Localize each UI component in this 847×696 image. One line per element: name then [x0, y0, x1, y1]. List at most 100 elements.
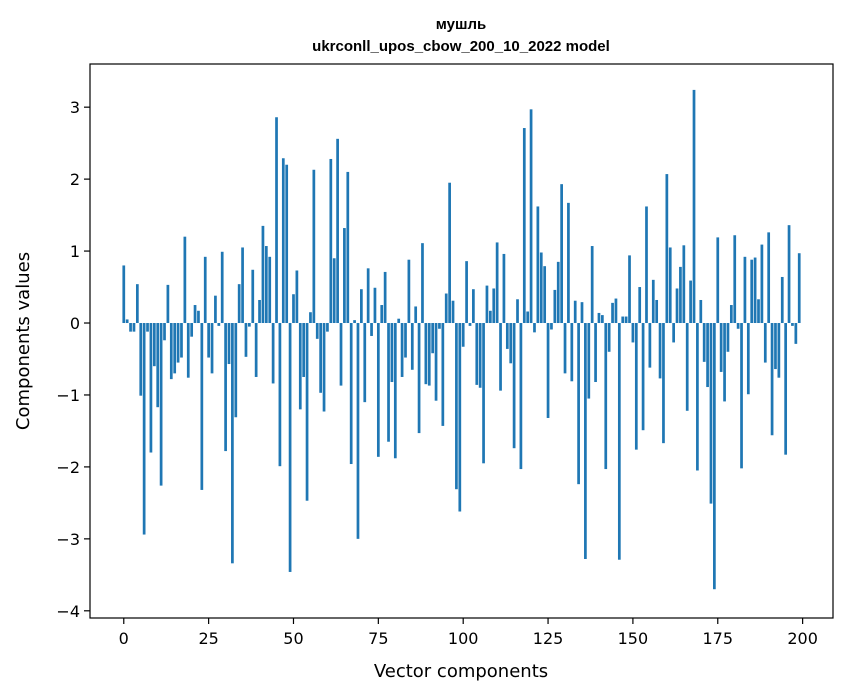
- bar: [472, 289, 475, 324]
- plot-frame: [89, 63, 834, 619]
- bar: [387, 323, 390, 442]
- bar: [135, 284, 139, 324]
- x-tick-label: 25: [198, 629, 218, 648]
- bar: [444, 293, 448, 324]
- bar: [336, 138, 339, 324]
- bar: [404, 323, 407, 358]
- bar: [546, 323, 550, 418]
- bar: [343, 228, 346, 324]
- bar: [438, 323, 441, 329]
- bar: [458, 323, 462, 512]
- bar: [567, 202, 570, 324]
- x-tick-label: 50: [283, 629, 303, 648]
- bar: [753, 257, 757, 324]
- bar: [363, 323, 367, 403]
- bar: [550, 323, 553, 330]
- bar: [522, 128, 526, 324]
- bar: [685, 323, 689, 411]
- bar: [234, 323, 238, 418]
- bar: [275, 117, 278, 324]
- bar: [709, 323, 713, 504]
- x-tick-label: 100: [448, 629, 479, 648]
- bar: [519, 323, 523, 470]
- bar: [713, 323, 716, 590]
- bar: [641, 323, 645, 431]
- bar: [302, 323, 306, 377]
- bar: [763, 323, 767, 363]
- bar: [492, 288, 496, 324]
- bar: [614, 298, 618, 324]
- bar: [746, 323, 750, 395]
- bar: [169, 323, 173, 380]
- bar: [271, 323, 275, 384]
- bar: [431, 323, 435, 354]
- bar: [594, 323, 597, 383]
- x-tick-label: 175: [702, 629, 733, 648]
- bar: [624, 316, 628, 324]
- bar: [692, 89, 696, 324]
- bar: [526, 311, 530, 324]
- bar: [611, 302, 614, 324]
- bar: [468, 323, 472, 326]
- bar: [495, 242, 499, 324]
- bar: [580, 302, 584, 324]
- bar: [305, 323, 309, 501]
- y-tick-label: 1: [70, 242, 80, 261]
- y-tick-label: −2: [56, 458, 80, 477]
- bar: [183, 236, 187, 324]
- bar: [248, 323, 251, 327]
- bar: [648, 323, 652, 368]
- bar: [723, 323, 726, 402]
- bar: [529, 109, 533, 324]
- y-tick-label: 3: [70, 98, 80, 117]
- bar: [152, 323, 156, 367]
- bar: [665, 174, 669, 324]
- bar: [679, 266, 682, 324]
- bar: [488, 310, 492, 324]
- bar: [668, 247, 672, 324]
- bar: [784, 323, 788, 455]
- bar: [312, 169, 316, 324]
- y-tick-label: −3: [56, 530, 80, 549]
- y-tick-label: −4: [56, 602, 80, 621]
- bar: [410, 323, 414, 370]
- bar: [774, 323, 777, 370]
- bar-series: [122, 89, 801, 590]
- bar: [322, 323, 326, 412]
- bar: [604, 323, 608, 470]
- bar: [166, 284, 170, 324]
- bar: [760, 244, 764, 324]
- bar: [485, 285, 489, 324]
- y-axis-ticks: 3 2 1 0 −1 −2 −3 −4: [56, 98, 90, 621]
- bar: [268, 256, 272, 324]
- bar: [309, 312, 312, 324]
- bar: [634, 323, 638, 450]
- bar: [159, 323, 163, 486]
- bar: [536, 206, 540, 324]
- bar: [658, 323, 662, 379]
- bar: [186, 323, 190, 378]
- bar: [258, 299, 261, 324]
- bar: [132, 323, 136, 332]
- bar: [451, 300, 455, 324]
- bar: [516, 299, 519, 324]
- bar: [702, 323, 706, 362]
- bar: [543, 266, 547, 324]
- bar: [373, 287, 377, 324]
- bar: [251, 269, 255, 324]
- bar: [584, 323, 587, 559]
- bar: [628, 255, 631, 324]
- bar: [533, 323, 536, 333]
- bar: [743, 256, 747, 324]
- x-axis-label: Vector components: [374, 661, 548, 682]
- bar: [777, 323, 781, 378]
- bar: [237, 284, 241, 324]
- bar: [736, 323, 740, 329]
- bar: [719, 323, 723, 372]
- bar: [407, 259, 411, 324]
- bar: [214, 295, 217, 324]
- bar: [672, 323, 675, 343]
- bar: [231, 323, 234, 564]
- bar: [556, 261, 560, 324]
